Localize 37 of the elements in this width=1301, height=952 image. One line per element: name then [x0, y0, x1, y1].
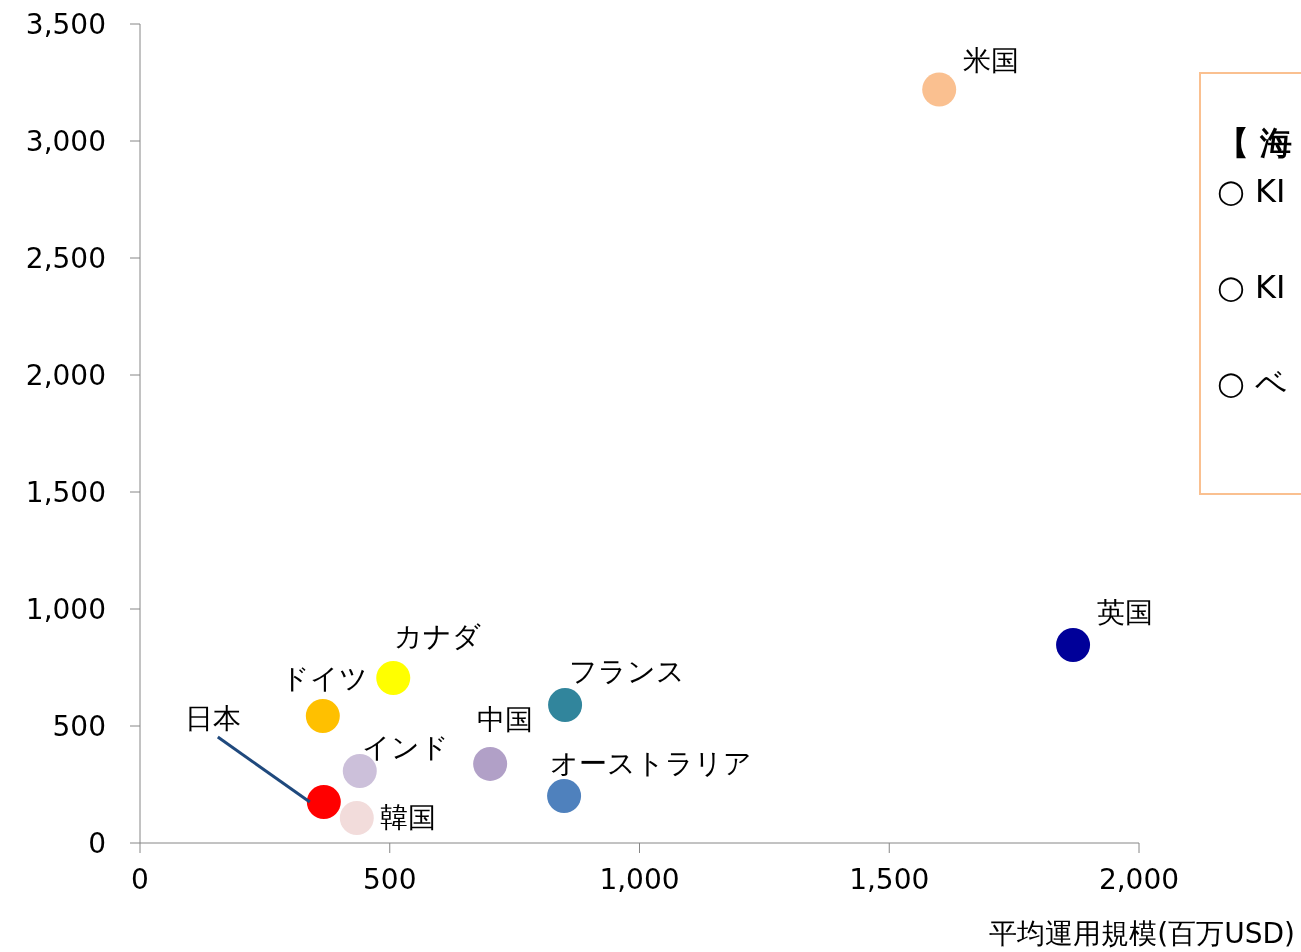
x-tick-label: 1,500 [849, 862, 930, 896]
x-tick-label: 2,000 [1098, 862, 1180, 896]
series-label: ドイツ [281, 662, 369, 696]
y-tick-label: 2,500 [25, 241, 106, 275]
point [339, 800, 374, 835]
series-label: フランス [569, 655, 686, 689]
point [547, 778, 582, 813]
x-tick-label: 500 [363, 862, 417, 896]
series-label: オーストラリア [550, 747, 753, 781]
y-tick-label: 0 [88, 826, 106, 860]
series-label: 中国 [477, 703, 534, 737]
y-tick-label: 1,000 [25, 592, 106, 626]
series-label: 米国 [963, 44, 1020, 78]
y-tick-label: 3,500 [25, 7, 106, 41]
point [305, 698, 340, 733]
x-axis-title: 平均運用規模(百万USD) [989, 917, 1295, 951]
point [306, 785, 341, 820]
x-tick-label: 1,000 [599, 862, 680, 896]
y-tick-label: 3,000 [25, 124, 106, 158]
series-label: カナダ [393, 619, 481, 653]
text: 【 海 [1217, 124, 1293, 162]
y-tick-label: 1,500 [25, 475, 106, 509]
point [922, 72, 957, 107]
text: ○ ベ [1217, 364, 1289, 402]
point [548, 687, 583, 722]
x-tick-label: 0 [131, 862, 149, 896]
y-tick-label: 500 [52, 709, 106, 743]
y-tick-label: 2,000 [25, 358, 106, 392]
point [473, 746, 508, 781]
text: ○ KI [1217, 172, 1286, 210]
series-label: 英国 [1097, 595, 1154, 629]
point [376, 661, 411, 696]
series-label: インド [362, 731, 450, 765]
series-label: 韓国 [379, 801, 436, 835]
text: 日本 [184, 701, 241, 735]
text: ○ KI [1217, 268, 1286, 306]
point [1056, 628, 1091, 663]
